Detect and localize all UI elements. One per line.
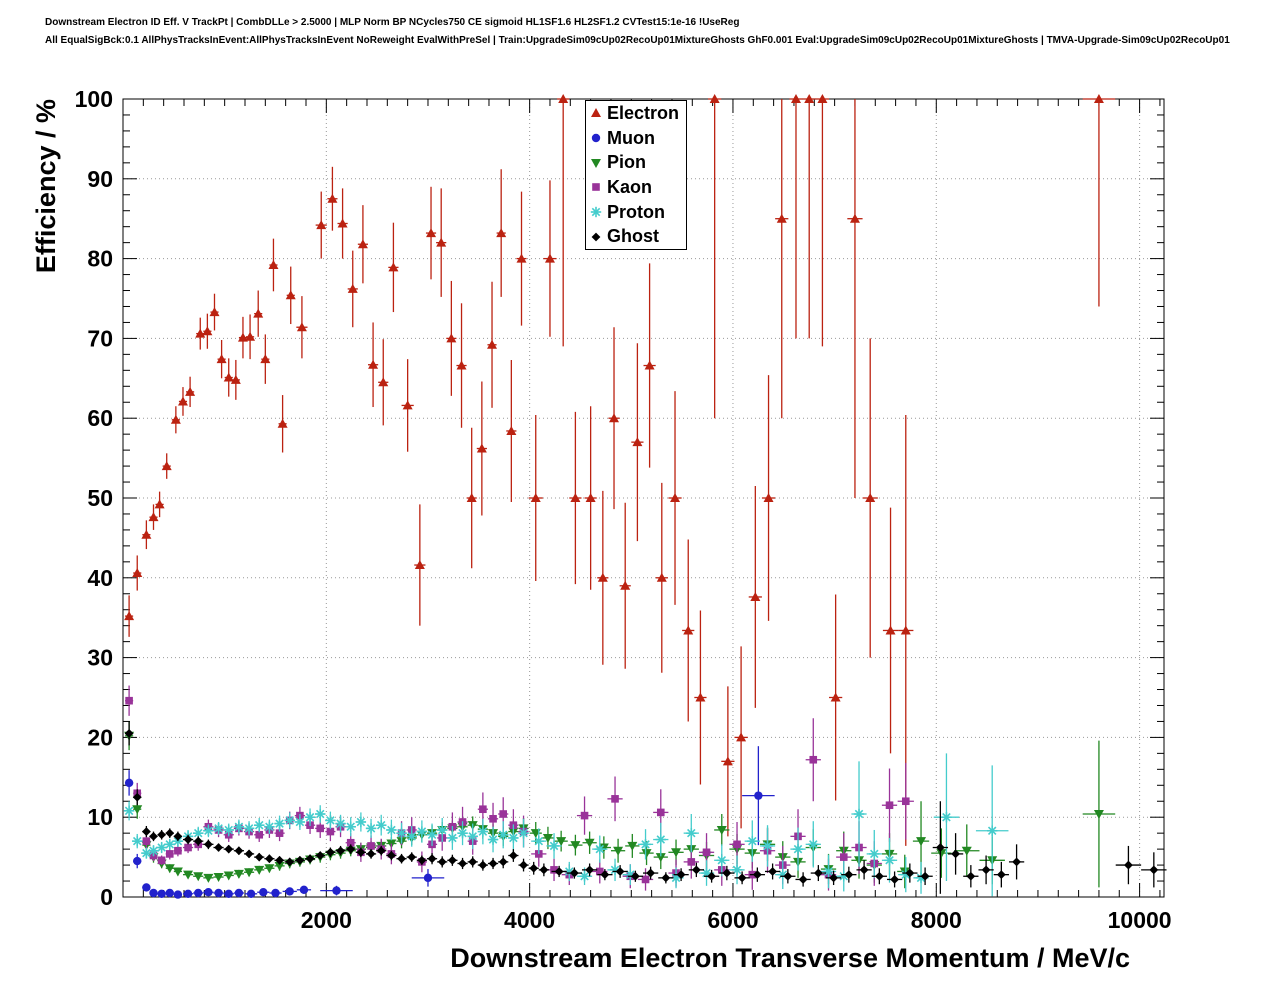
- legend-label-muon: Muon: [607, 127, 655, 148]
- svg-text:60: 60: [87, 405, 113, 431]
- legend-label-proton: Proton: [607, 201, 665, 222]
- legend-item-electron: Electron: [586, 101, 686, 126]
- svg-text:100: 100: [75, 86, 113, 112]
- series-electron: [124, 94, 1116, 846]
- legend-label-electron: Electron: [607, 102, 680, 123]
- series-muon: [124, 746, 775, 899]
- axis-tick-labels: 0 10 20 30 40 50 60 70 80 90 100 2000 4000 6000 8000 10…: [75, 86, 1172, 933]
- ghost-marker-icon: [591, 232, 601, 242]
- legend-item-muon: Muon: [586, 126, 686, 151]
- y-axis-title: Efficiency / %: [31, 99, 61, 273]
- svg-text:4000: 4000: [504, 907, 555, 933]
- series-pion: [124, 721, 1116, 889]
- gridlines: [123, 99, 1164, 897]
- legend-label-ghost: Ghost: [607, 226, 659, 247]
- plot-header: Downstream Electron ID Eff. V TrackPt | …: [45, 14, 1230, 50]
- svg-text:70: 70: [87, 325, 113, 351]
- kaon-marker-icon: [592, 183, 600, 192]
- series-proton: [123, 753, 1009, 897]
- plot-title-line1: Downstream Electron ID Eff. V TrackPt | …: [45, 17, 740, 28]
- legend-item-proton: Proton: [586, 200, 686, 225]
- svg-text:2000: 2000: [301, 907, 352, 933]
- svg-text:50: 50: [87, 485, 113, 511]
- plot-title-line2: All EqualSigBck:0.1 AllPhysTracksInEvent…: [45, 35, 1230, 46]
- svg-text:20: 20: [87, 724, 113, 750]
- svg-text:90: 90: [87, 166, 113, 192]
- svg-text:80: 80: [87, 246, 113, 272]
- legend-label-pion: Pion: [607, 152, 646, 173]
- legend-item-ghost: Ghost: [586, 224, 686, 249]
- svg-text:8000: 8000: [911, 907, 962, 933]
- svg-text:40: 40: [87, 565, 113, 591]
- svg-text:30: 30: [87, 645, 113, 671]
- muon-marker-icon: [591, 133, 601, 143]
- svg-text:0: 0: [100, 884, 113, 910]
- svg-text:6000: 6000: [707, 907, 758, 933]
- axes-ticks: [122, 98, 1164, 898]
- pion-marker-icon: [591, 158, 601, 168]
- legend: Electron Muon Pion Kaon Proton Ghost: [585, 100, 687, 251]
- x-axis-title: Downstream Electron Transverse Momentum …: [450, 943, 1130, 973]
- electron-marker-icon: [591, 108, 601, 118]
- legend-label-kaon: Kaon: [607, 176, 652, 197]
- series-ghost: [124, 721, 1167, 894]
- svg-text:10000: 10000: [1108, 907, 1172, 933]
- svg-text:10: 10: [87, 804, 113, 830]
- legend-item-kaon: Kaon: [586, 175, 686, 200]
- legend-item-pion: Pion: [586, 150, 686, 175]
- proton-marker-icon: [590, 206, 602, 218]
